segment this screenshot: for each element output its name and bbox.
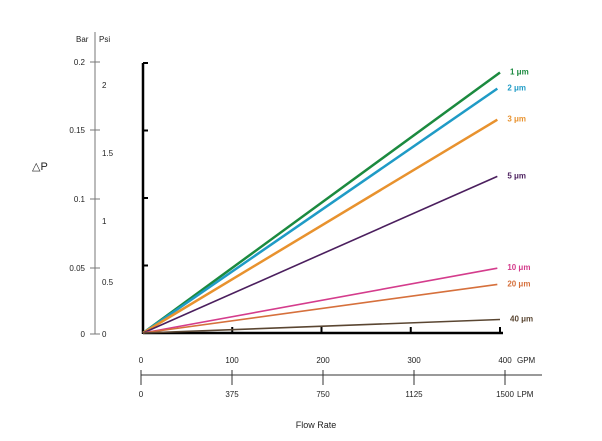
y-axis-label: △P — [32, 161, 48, 173]
psi-tick-label: 0.5 — [102, 278, 114, 287]
series-line-6 — [142, 318, 501, 334]
series-label: 3 μm — [507, 115, 526, 124]
gpm-tick-label: 400 — [498, 356, 512, 365]
gpm-tick-label: 300 — [407, 356, 421, 365]
series-line-4 — [142, 267, 498, 334]
series-label: 20 μm — [507, 279, 530, 288]
series-label: 40 μm — [510, 315, 533, 324]
lpm-tick-label: 375 — [225, 390, 239, 399]
psi-tick-label: 0 — [102, 330, 107, 339]
psi-tick-label: 2 — [102, 81, 107, 90]
x-axis-label: Flow Rate — [296, 420, 337, 430]
bar-tick-label: 0.15 — [69, 126, 85, 135]
gpm-tick-label: 0 — [139, 356, 144, 365]
bar-unit-label: Bar — [76, 35, 89, 44]
series-line-0 — [142, 71, 501, 335]
series-line-3 — [142, 175, 498, 334]
lpm-tick-label: 0 — [139, 390, 144, 399]
lpm-tick-label: 1125 — [405, 390, 423, 399]
bar-tick-label: 0.2 — [74, 58, 86, 67]
series-line-1 — [142, 87, 499, 335]
bar-tick-label: 0.1 — [74, 195, 86, 204]
series-label: 5 μm — [507, 171, 526, 180]
series-label: 2 μm — [507, 84, 526, 93]
lpm-tick-label: 1500 — [496, 390, 514, 399]
gpm-unit-label: GPM — [517, 356, 536, 365]
psi-tick-label: 1.5 — [102, 149, 114, 158]
series-line-5 — [142, 283, 498, 334]
gpm-tick-label: 100 — [225, 356, 239, 365]
lpm-unit-label: LPM — [517, 390, 534, 399]
psi-tick-label: 1 — [102, 217, 107, 226]
series-line-2 — [142, 118, 498, 335]
bar-tick-label: 0.05 — [69, 264, 85, 273]
bar-tick-label: 0 — [81, 330, 86, 339]
lpm-tick-label: 750 — [316, 390, 330, 399]
gpm-tick-label: 200 — [316, 356, 330, 365]
series-label: 10 μm — [507, 263, 530, 272]
series-label: 1 μm — [510, 67, 529, 76]
psi-unit-label: Psi — [99, 35, 110, 44]
